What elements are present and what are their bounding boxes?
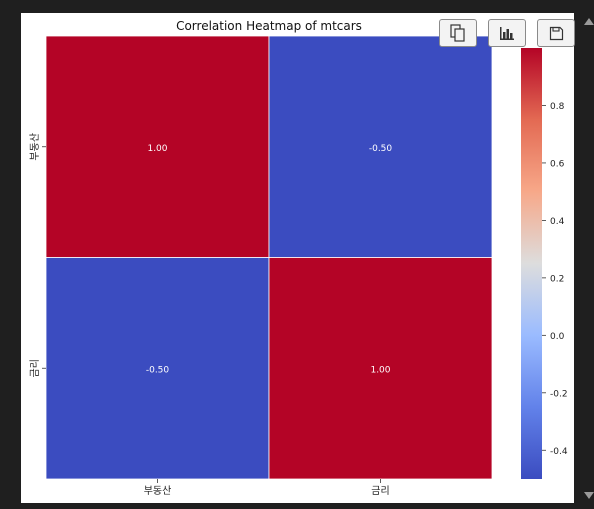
colorbar-tick-label: 0.8 <box>550 102 565 112</box>
heatmap-cell <box>45 257 270 480</box>
chart-button[interactable] <box>488 19 526 47</box>
y-tick-label: 부동산 <box>29 133 41 161</box>
chart-title: Correlation Heatmap of mtcars <box>176 19 362 33</box>
heatmap-chart: Correlation Heatmap of mtcars 1.00 -0.50 -… <box>29 19 568 497</box>
heatmap-cell <box>45 35 270 258</box>
colorbar-tick-label: 0.2 <box>550 274 564 284</box>
save-button[interactable] <box>537 19 575 47</box>
x-tick-label: 부동산 <box>144 485 172 497</box>
bar-chart-icon <box>500 27 514 40</box>
colorbar-tick-label: 0.6 <box>550 159 565 169</box>
colorbar-tick-label: -0.4 <box>550 447 568 457</box>
cell-annotation: 1.00 <box>370 365 390 375</box>
cell-annotation: 1.00 <box>147 144 167 154</box>
cell-annotation: -0.50 <box>146 365 170 375</box>
figure-panel: Correlation Heatmap of mtcars 1.00 -0.50 -… <box>21 13 574 503</box>
scroll-up-arrow[interactable] <box>584 18 594 25</box>
colorbar-tick-label: 0.4 <box>550 217 565 227</box>
y-tick-label: 금리 <box>29 359 41 377</box>
colorbar-tick-label: -0.2 <box>550 389 568 399</box>
colorbar <box>521 48 542 479</box>
heatmap-cell <box>268 35 493 258</box>
cell-annotation: -0.50 <box>369 144 393 154</box>
colorbar-tick-label: 0.0 <box>550 332 565 342</box>
x-tick-label: 금리 <box>371 485 389 497</box>
save-icon <box>549 26 563 40</box>
heatmap-cell <box>268 257 493 480</box>
copy-icon <box>450 24 465 42</box>
copy-button[interactable] <box>439 19 477 47</box>
figure-toolbar <box>439 19 575 49</box>
scroll-down-arrow[interactable] <box>584 492 594 499</box>
